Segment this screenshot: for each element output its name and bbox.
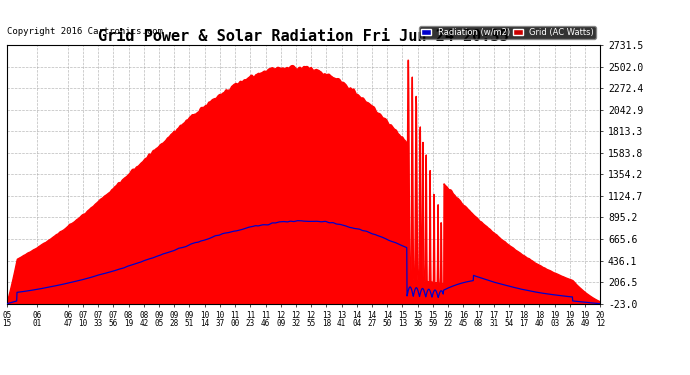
- Legend: Radiation (w/m2), Grid (AC Watts): Radiation (w/m2), Grid (AC Watts): [420, 26, 596, 39]
- Title: Grid Power & Solar Radiation Fri Jun 24 20:35: Grid Power & Solar Radiation Fri Jun 24 …: [98, 29, 509, 44]
- Text: Copyright 2016 Cartronics.com: Copyright 2016 Cartronics.com: [8, 27, 164, 36]
